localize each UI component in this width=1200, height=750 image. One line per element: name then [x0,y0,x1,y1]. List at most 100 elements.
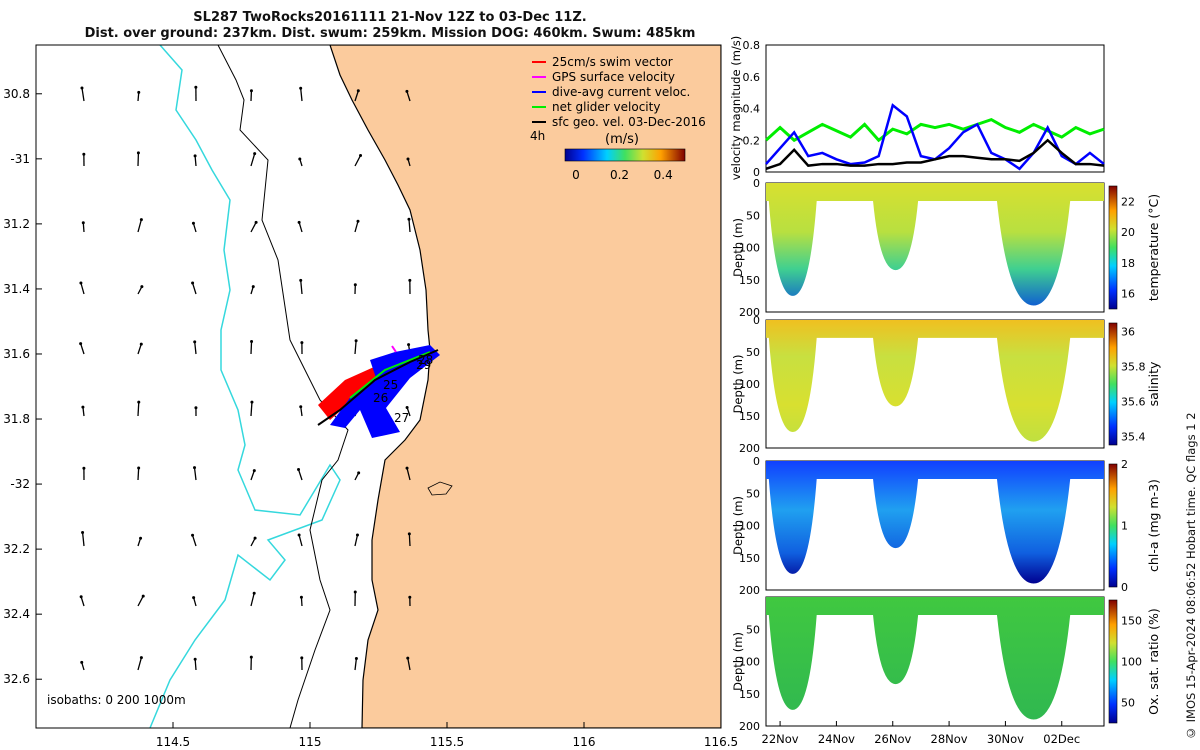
time-xtick-label: 24Nov [818,732,855,746]
section-ytick-label: 100 [739,520,760,533]
current-vector-head [82,152,86,156]
current-vector [354,221,359,233]
land [329,45,721,728]
colorbar-tick-label: 0 [1121,581,1128,594]
current-vector-head [359,153,363,157]
current-vector-head [82,466,86,470]
isobath-200 [149,45,341,728]
section-ytick-label: 50 [746,487,760,500]
current-vector [298,222,303,233]
section-ytick-label: 100 [739,242,760,255]
current-vector-head [192,596,196,600]
current-vector-head [254,220,258,224]
map-xtick-label: 114.5 [156,735,190,749]
track-day-label: 29 [416,358,431,372]
velocity-ytick-label: 0.4 [743,103,761,116]
current-vector [137,595,144,607]
current-vector-head [354,656,358,660]
current-vector-head [249,89,253,93]
current-vector-head [194,406,198,410]
current-vector-head [297,468,301,472]
section-ytick-label: 0 [753,455,760,468]
current-vector-head [354,339,358,343]
current-vector-head [405,89,409,93]
current-vector-head [191,221,195,225]
colorbar-tick-label: 1 [1121,520,1128,533]
velocity-frame [765,44,1105,173]
current-vector [137,343,142,355]
map-xtick-label: 115.5 [430,735,464,749]
section-ytick-label: 0 [753,177,760,190]
island [427,481,453,496]
glider-track-black [317,349,439,426]
velocity-ylabel: velocity magnitude (m/s) [730,36,743,181]
section-colorbar [1108,599,1118,724]
velocity-ytick-label: 0.8 [743,39,761,52]
current-vector-head [140,285,144,289]
time-xtick-label: 22Nov [762,732,799,746]
map-axes: 114.5 115 115.5 116 116.5 30.8 -31 31.2 31.4 31.6… [3,87,738,749]
current-vector-head [249,655,253,659]
current-vector-head [80,86,84,90]
current-vector [408,219,411,233]
section-ylabel: Depth (m) [731,496,745,555]
current-vector-head [79,595,83,599]
colorbar-tick-label: 0.4 [654,168,673,182]
current-vector [354,90,359,102]
current-vector [194,659,197,671]
map-ytick-label: 30.8 [3,87,30,101]
current-vectors [79,85,412,671]
glider-track-blue [330,345,440,438]
section-ytick-label: 50 [746,623,760,636]
colorbar-tick-label: 35.8 [1121,361,1146,374]
current-vector [194,155,197,167]
section-ytick-label: 100 [739,656,760,669]
current-vector-head [250,400,254,404]
section-ytick-label: 150 [739,552,760,565]
current-vector-head [139,656,143,660]
current-vector-head [136,151,140,155]
map-ytick-label: 31.6 [3,347,30,361]
legend-sfc-geo: sfc geo. vel. 03-Dec-2016 [552,115,706,129]
current-vector-head [300,341,304,345]
current-vector-head [252,469,256,473]
time-xtick-label: 26Nov [874,732,911,746]
current-vector-head [191,533,195,537]
current-vector [406,91,411,102]
current-vector [82,222,85,233]
current-vector-head [139,342,143,346]
colorbar-label: salinity [1146,361,1161,406]
velocity-series-line [765,138,1105,171]
legend-gps-velocity: GPS surface velocity [552,70,675,84]
section-ytick-label: 200 [739,306,760,319]
current-vector [354,534,359,547]
current-vector-head [353,283,357,287]
velocity-ytick-label: 0 [753,166,760,179]
section-ytick-label: 50 [746,346,760,359]
current-vector-head [139,536,143,540]
current-vector [250,470,255,481]
current-vector-head [250,340,254,344]
section-ytick-label: 150 [739,688,760,701]
current-vector [406,407,411,417]
section-ytick-label: 200 [739,720,760,733]
current-vector [250,341,253,355]
current-vector-head [299,595,303,599]
colorbar-tick-label: 50 [1121,697,1135,710]
current-vector-head [141,594,145,598]
section-ylabel: Depth (m) [731,218,745,277]
current-vector-head [137,90,141,94]
map-ytick-label: 32.2 [3,542,30,556]
current-vector [300,280,303,295]
current-vector-head [137,466,141,470]
current-vector-head [406,656,410,660]
current-vector [298,534,303,547]
current-vector [250,593,255,607]
section-data-field [766,597,1104,720]
current-vector [192,223,197,233]
colorbar-tick-label: 0 [572,168,580,182]
map-legend: 25cm/s swim vector GPS surface velocity … [530,55,706,182]
current-vector-head [194,85,198,89]
current-vector-head [405,405,409,409]
map-ytick-label: 31.8 [3,412,30,426]
